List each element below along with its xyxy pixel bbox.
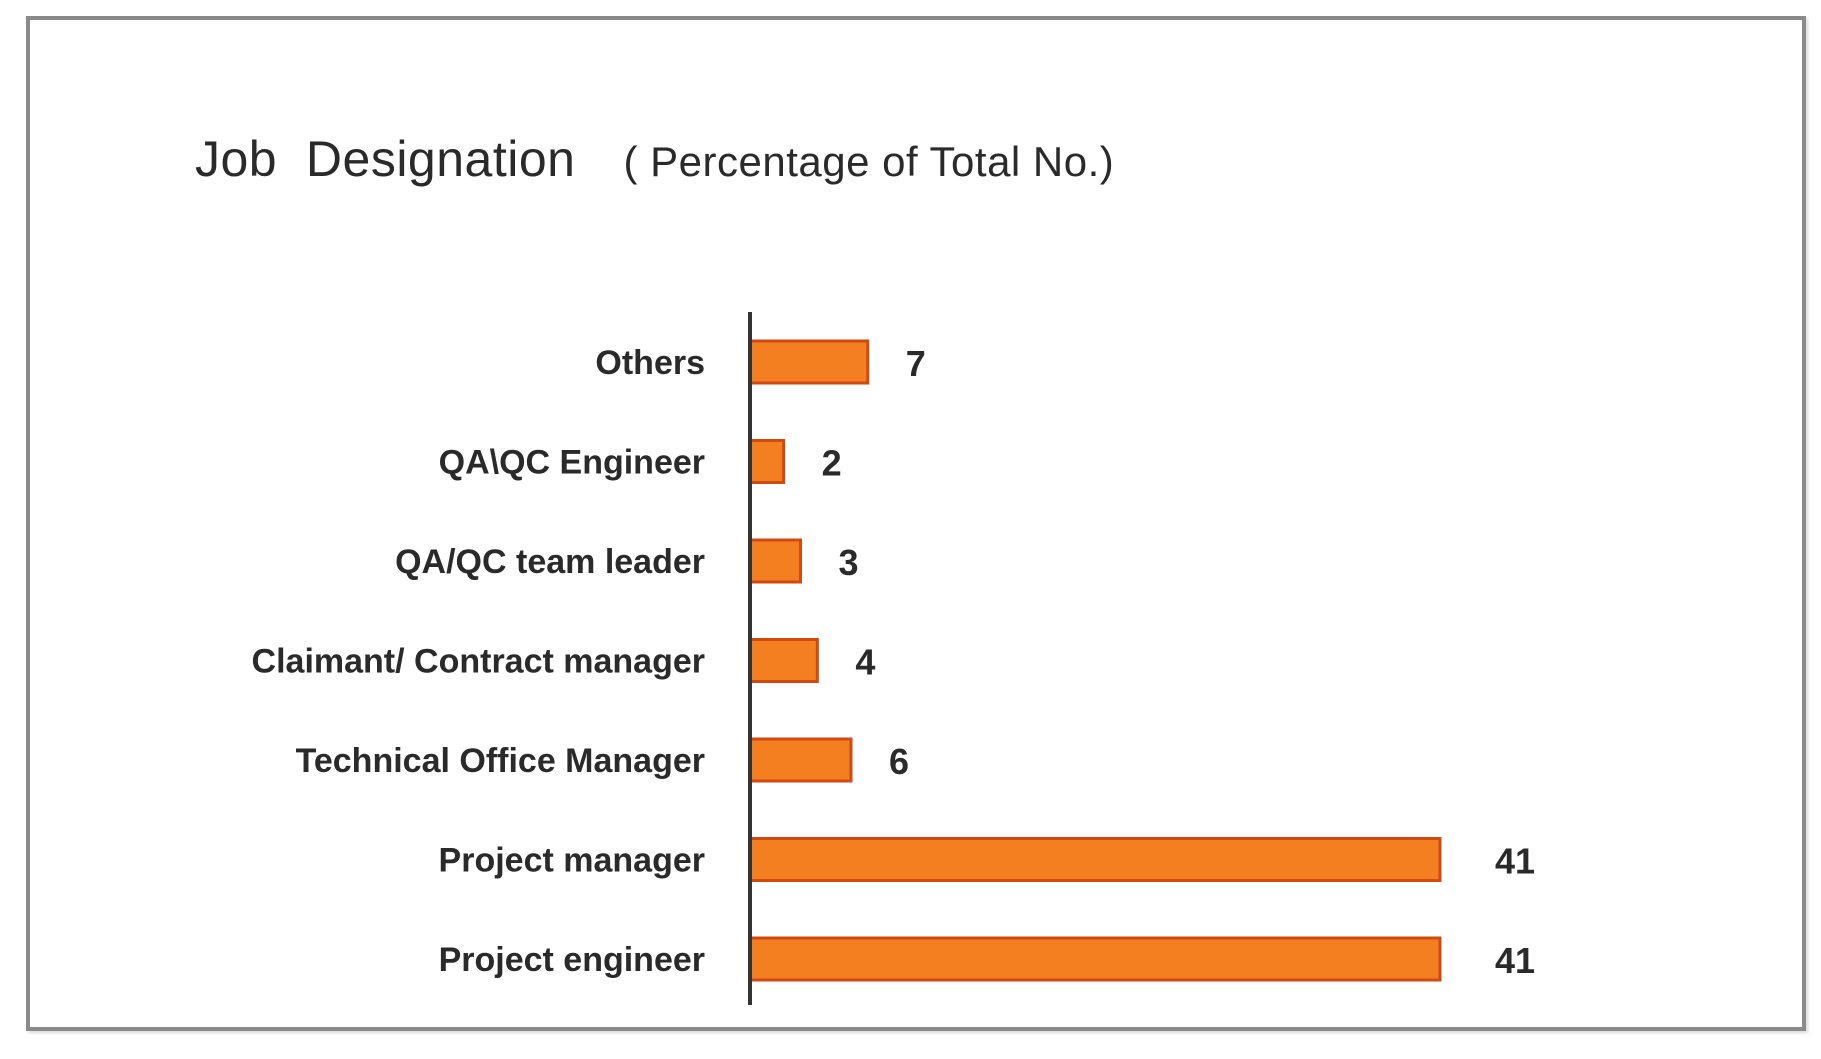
bar-0 [748, 339, 870, 385]
category-label-1: QA\QC Engineer [439, 444, 705, 482]
category-labels-group: Others QA\QC Engineer QA/QC team leader Cla… [252, 344, 705, 979]
value-label-5: 41 [1495, 841, 1535, 882]
value-label-6: 41 [1495, 940, 1535, 981]
category-label-2: QA/QC team leader [395, 543, 705, 581]
chart-title: Job Designation [195, 131, 576, 187]
bar-4 [748, 737, 853, 783]
category-label-0: Others [595, 344, 705, 382]
bar-1 [748, 439, 786, 484]
value-labels-group: 7 2 3 4 6 41 41 [822, 343, 1535, 981]
bar-2 [748, 538, 802, 584]
value-label-3: 4 [855, 642, 875, 683]
bar-3 [748, 638, 819, 683]
bars-group [748, 339, 1442, 982]
chart-title-block: Job Designation ( Percentage of Total No.… [195, 130, 1114, 188]
category-label-3: Claimant/ Contract manager [252, 643, 705, 681]
chart-subtitle: ( Percentage of Total No.) [623, 138, 1115, 185]
value-label-0: 7 [906, 343, 926, 384]
bar-5 [748, 837, 1442, 882]
value-label-4: 6 [889, 741, 909, 782]
category-label-5: Project manager [439, 842, 705, 880]
bar-6 [748, 936, 1442, 982]
value-label-1: 2 [822, 443, 842, 484]
category-label-4: Technical Office Manager [296, 742, 705, 780]
category-label-6: Project engineer [439, 941, 705, 979]
value-label-2: 3 [838, 542, 858, 583]
